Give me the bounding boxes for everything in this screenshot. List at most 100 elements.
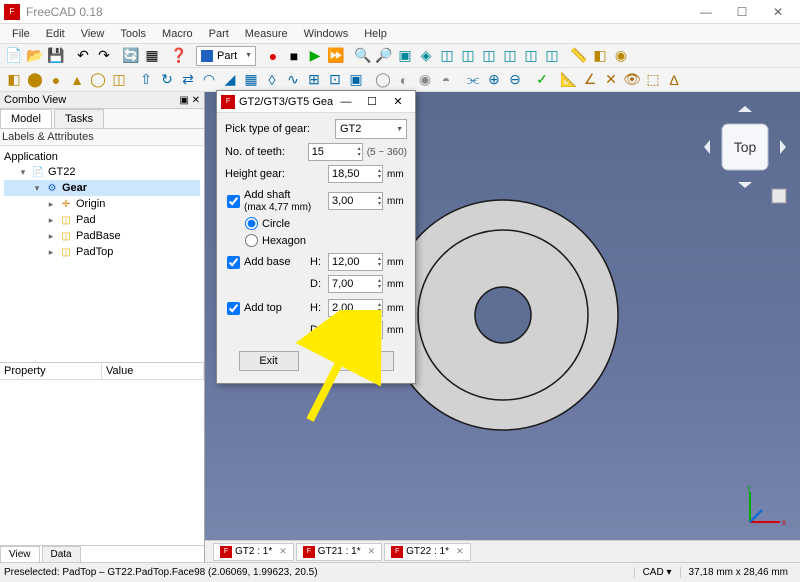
view-bottom-icon[interactable]: ◫: [521, 46, 541, 66]
add-base-checkbox[interactable]: [227, 256, 240, 269]
join-connect-icon[interactable]: ⫘: [463, 70, 483, 90]
dialog-close-button[interactable]: ✕: [385, 95, 411, 108]
union-icon[interactable]: ◉: [415, 70, 435, 90]
measure-angle-icon[interactable]: ∠: [580, 70, 600, 90]
shaft-circle-radio[interactable]: [245, 217, 258, 230]
fillet-icon[interactable]: ◠: [199, 70, 219, 90]
view-iso-icon[interactable]: ◈: [416, 46, 436, 66]
sweep-icon[interactable]: ∿: [283, 70, 303, 90]
create-button[interactable]: Create: [334, 351, 394, 371]
menu-macro[interactable]: Macro: [154, 26, 201, 42]
tab-view[interactable]: View: [0, 546, 40, 562]
teeth-input[interactable]: 15: [308, 143, 363, 161]
close-tab-icon[interactable]: ✕: [279, 546, 287, 557]
shaft-hexagon-radio[interactable]: [245, 234, 258, 247]
torus-icon[interactable]: ◯: [88, 70, 108, 90]
join-cutout-icon[interactable]: ⊖: [505, 70, 525, 90]
view-left-icon[interactable]: ◫: [542, 46, 562, 66]
doc-tab-0[interactable]: FGT2 : 1*✕: [213, 543, 294, 561]
refresh-icon[interactable]: 🔄: [121, 46, 141, 66]
offset2d-icon[interactable]: ⊡: [325, 70, 345, 90]
view-rear-icon[interactable]: ◫: [500, 46, 520, 66]
menu-file[interactable]: File: [4, 26, 38, 42]
exit-button[interactable]: Exit: [239, 351, 299, 371]
loft-icon[interactable]: ◊: [262, 70, 282, 90]
tree-root[interactable]: Application: [4, 150, 200, 164]
add-shaft-checkbox[interactable]: [227, 195, 240, 208]
top-h-input[interactable]: 2,00: [328, 299, 383, 317]
new-icon[interactable]: 📄: [4, 46, 24, 66]
fit-sel-icon[interactable]: 🔎: [374, 46, 394, 66]
add-top-checkbox[interactable]: [227, 302, 240, 315]
tab-model[interactable]: Model: [0, 109, 52, 128]
view-right-icon[interactable]: ◫: [479, 46, 499, 66]
open-icon[interactable]: 📂: [25, 46, 45, 66]
tab-data[interactable]: Data: [42, 546, 81, 562]
tree-item-pad[interactable]: ▸◫Pad: [4, 212, 200, 228]
menu-measure[interactable]: Measure: [237, 26, 296, 42]
part-box-icon[interactable]: ◧: [590, 46, 610, 66]
macro-stop-icon[interactable]: ■: [284, 46, 304, 66]
macro-step-icon[interactable]: ⏩: [326, 46, 346, 66]
close-tab-icon[interactable]: ✕: [368, 546, 376, 557]
menu-help[interactable]: Help: [356, 26, 395, 42]
workbench-selector[interactable]: Part: [196, 46, 256, 66]
measure-dist-icon[interactable]: 📏: [569, 46, 589, 66]
cut-icon[interactable]: ◐: [394, 70, 414, 90]
intersect-icon[interactable]: ◓: [436, 70, 456, 90]
part-cyl-icon[interactable]: ◉: [611, 46, 631, 66]
mirror-icon[interactable]: ⇄: [178, 70, 198, 90]
measure-3d-icon[interactable]: ⬚: [643, 70, 663, 90]
dialog-titlebar[interactable]: F GT2/GT3/GT5 Gear Cre... — ☐ ✕: [217, 91, 415, 113]
menu-view[interactable]: View: [73, 26, 113, 42]
undo-icon[interactable]: ↶: [73, 46, 93, 66]
draw-style-icon[interactable]: ▣: [395, 46, 415, 66]
doc-tab-2[interactable]: FGT22 : 1*✕: [384, 543, 470, 561]
base-h-input[interactable]: 12,00: [328, 253, 383, 271]
top-d-input[interactable]: 5,00: [328, 321, 383, 339]
status-nav-style[interactable]: CAD ▾: [634, 567, 680, 578]
menu-part[interactable]: Part: [201, 26, 237, 42]
menu-tools[interactable]: Tools: [112, 26, 154, 42]
close-tab-icon[interactable]: ✕: [456, 546, 464, 557]
height-input[interactable]: 18,50: [328, 165, 383, 183]
cylinder-icon[interactable]: ⬤: [25, 70, 45, 90]
boolean-icon[interactable]: ◯: [373, 70, 393, 90]
dialog-maximize-button[interactable]: ☐: [359, 95, 385, 108]
cone-icon[interactable]: ▲: [67, 70, 87, 90]
close-button[interactable]: ✕: [760, 0, 796, 24]
maximize-button[interactable]: ☐: [724, 0, 760, 24]
check-icon[interactable]: ✓: [532, 70, 552, 90]
view-front-icon[interactable]: ◫: [437, 46, 457, 66]
offset-icon[interactable]: ⊞: [304, 70, 324, 90]
revolve-icon[interactable]: ↻: [157, 70, 177, 90]
thickness-icon[interactable]: ▣: [346, 70, 366, 90]
redo-icon[interactable]: ↷: [94, 46, 114, 66]
measure-delta-icon[interactable]: Δ: [664, 70, 684, 90]
prism-icon[interactable]: ◫: [109, 70, 129, 90]
shaft-input[interactable]: 3,00: [328, 192, 383, 210]
sphere-icon[interactable]: ●: [46, 70, 66, 90]
tree-item-origin[interactable]: ▸✛Origin: [4, 196, 200, 212]
navigation-cube[interactable]: Top: [700, 102, 790, 192]
chamfer-icon[interactable]: ◢: [220, 70, 240, 90]
box-icon[interactable]: ◧: [4, 70, 24, 90]
tree-doc[interactable]: ▾📄GT22: [4, 164, 200, 180]
save-icon[interactable]: 💾: [46, 46, 66, 66]
combo-close-icon[interactable]: ▣ ✕: [179, 95, 200, 106]
ruled-icon[interactable]: ▦: [241, 70, 261, 90]
menu-edit[interactable]: Edit: [38, 26, 73, 42]
model-tree[interactable]: Application ▾📄GT22 ▾⚙Gear ▸✛Origin ▸◫Pad…: [0, 146, 204, 362]
macro-record-icon[interactable]: ●: [263, 46, 283, 66]
tree-item-gear[interactable]: ▾⚙Gear: [4, 180, 200, 196]
extrude-icon[interactable]: ⇧: [136, 70, 156, 90]
fit-icon[interactable]: 🔍: [353, 46, 373, 66]
nav-icon[interactable]: ▦: [142, 46, 162, 66]
tab-tasks[interactable]: Tasks: [54, 109, 104, 128]
whatsthis-icon[interactable]: ❓: [169, 46, 189, 66]
tree-item-padtop[interactable]: ▸◫PadTop: [4, 244, 200, 260]
dialog-minimize-button[interactable]: —: [333, 96, 359, 108]
view-top-icon[interactable]: ◫: [458, 46, 478, 66]
base-d-input[interactable]: 7,00: [328, 275, 383, 293]
measure-linear-icon[interactable]: 📐: [559, 70, 579, 90]
